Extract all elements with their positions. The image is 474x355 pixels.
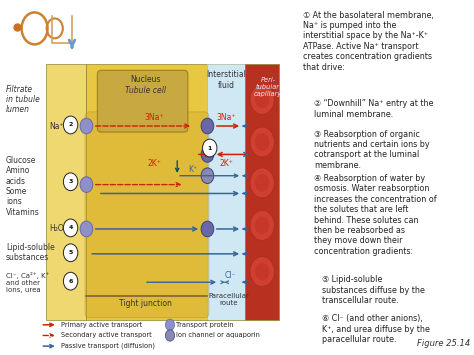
Text: K⁺: K⁺ bbox=[188, 165, 197, 174]
Circle shape bbox=[201, 221, 214, 237]
Circle shape bbox=[165, 330, 174, 341]
Circle shape bbox=[250, 257, 274, 286]
Text: ⑥ Cl⁻ (and other anions),
K⁺, and urea diffuse by the
paracellular route.: ⑥ Cl⁻ (and other anions), K⁺, and urea d… bbox=[321, 314, 429, 344]
Text: ③ Reabsorption of organic
nutrients and certain ions by
cotransport at the lumin: ③ Reabsorption of organic nutrients and … bbox=[314, 130, 430, 170]
Text: Passive transport (diffusion): Passive transport (diffusion) bbox=[61, 343, 155, 349]
Text: Tight junction: Tight junction bbox=[119, 299, 172, 308]
Circle shape bbox=[255, 217, 269, 234]
Text: H₂O: H₂O bbox=[49, 224, 64, 234]
Circle shape bbox=[250, 168, 274, 198]
Text: Paracellular
route: Paracellular route bbox=[209, 294, 249, 306]
Circle shape bbox=[202, 139, 217, 157]
Text: 1: 1 bbox=[208, 146, 212, 151]
Text: 3: 3 bbox=[68, 179, 73, 184]
Text: ⑤ Lipid-soluble
substances diffuse by the
transcellular route.: ⑤ Lipid-soluble substances diffuse by th… bbox=[321, 275, 424, 305]
Text: 3Na⁺: 3Na⁺ bbox=[145, 113, 164, 122]
Text: 2: 2 bbox=[68, 122, 73, 127]
Circle shape bbox=[255, 91, 269, 108]
Circle shape bbox=[250, 84, 274, 114]
Text: Cl⁻: Cl⁻ bbox=[224, 271, 236, 280]
Text: Figure 25.14: Figure 25.14 bbox=[417, 339, 470, 348]
Circle shape bbox=[255, 263, 269, 280]
Text: 3Na⁺: 3Na⁺ bbox=[217, 113, 236, 122]
Circle shape bbox=[80, 118, 93, 134]
Circle shape bbox=[80, 221, 93, 237]
Circle shape bbox=[64, 219, 78, 237]
Text: 5: 5 bbox=[68, 250, 73, 255]
FancyBboxPatch shape bbox=[85, 112, 209, 318]
Text: Nucleus: Nucleus bbox=[130, 75, 161, 84]
Text: Primary active transport: Primary active transport bbox=[61, 322, 142, 328]
FancyBboxPatch shape bbox=[97, 70, 188, 132]
Text: 2K⁺: 2K⁺ bbox=[219, 159, 233, 168]
Text: ④ Reabsorption of water by
osmosis. Water reabsorption
increases the concentrati: ④ Reabsorption of water by osmosis. Wate… bbox=[314, 174, 437, 256]
Text: ① At the basolateral membrane,
Na⁺ is pumped into the
interstitial space by the : ① At the basolateral membrane, Na⁺ is pu… bbox=[303, 11, 434, 72]
Circle shape bbox=[64, 116, 78, 134]
Bar bbox=[208, 64, 245, 320]
Circle shape bbox=[201, 168, 214, 184]
Text: Tubule cell: Tubule cell bbox=[125, 86, 166, 95]
Text: 6: 6 bbox=[68, 279, 73, 284]
Text: 2K⁺: 2K⁺ bbox=[147, 159, 161, 168]
Text: Glucose
Amino
acids
Some
ions
Vitamins: Glucose Amino acids Some ions Vitamins bbox=[6, 156, 39, 217]
Circle shape bbox=[64, 272, 78, 290]
Bar bbox=[46, 64, 86, 320]
Bar bbox=[245, 64, 280, 320]
Circle shape bbox=[255, 174, 269, 192]
Circle shape bbox=[255, 133, 269, 151]
Text: Secondary active transport: Secondary active transport bbox=[61, 333, 151, 338]
Text: Filtrate
in tubule
lumen: Filtrate in tubule lumen bbox=[6, 84, 40, 114]
Bar bbox=[208, 64, 245, 320]
Text: Cl⁻, Ca²⁺, K⁺
and other
ions, urea: Cl⁻, Ca²⁺, K⁺ and other ions, urea bbox=[6, 272, 49, 293]
Text: ② “Downhill” Na⁺ entry at the
luminal membrane.: ② “Downhill” Na⁺ entry at the luminal me… bbox=[314, 99, 434, 119]
Circle shape bbox=[64, 173, 78, 191]
Circle shape bbox=[201, 147, 214, 162]
Text: Interstitial
fluid: Interstitial fluid bbox=[206, 70, 246, 89]
Circle shape bbox=[250, 211, 274, 240]
Circle shape bbox=[250, 127, 274, 157]
Circle shape bbox=[201, 118, 214, 134]
Text: Ion channel or aquaporin: Ion channel or aquaporin bbox=[176, 333, 260, 338]
Circle shape bbox=[64, 244, 78, 262]
Bar bbox=[86, 64, 208, 320]
Text: Lipid-soluble
substances: Lipid-soluble substances bbox=[6, 243, 55, 262]
Text: Na⁺⁺: Na⁺⁺ bbox=[49, 121, 68, 131]
Circle shape bbox=[80, 177, 93, 192]
Text: 4: 4 bbox=[68, 225, 73, 230]
Text: Transport protein: Transport protein bbox=[176, 322, 233, 328]
Text: Peri-
tubular
capillary: Peri- tubular capillary bbox=[254, 77, 282, 97]
Circle shape bbox=[165, 319, 174, 331]
